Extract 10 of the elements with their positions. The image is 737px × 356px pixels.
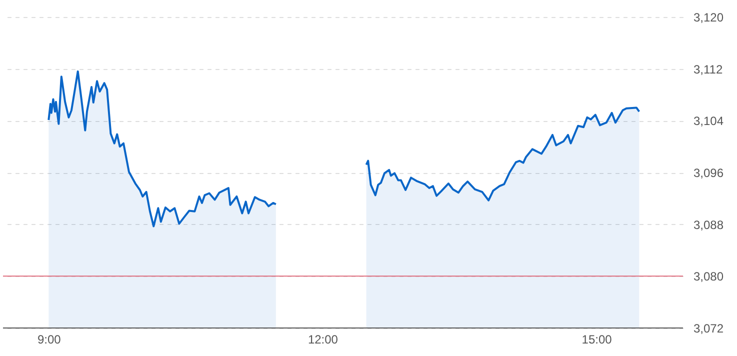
y-tick-label: 3,104 bbox=[694, 114, 724, 128]
y-tick-label: 3,088 bbox=[694, 218, 724, 232]
y-tick-label: 3,096 bbox=[694, 166, 724, 180]
x-tick-label: 9:00 bbox=[37, 332, 62, 346]
y-tick-label: 3,120 bbox=[694, 10, 724, 24]
y-tick-label: 3,072 bbox=[694, 322, 724, 336]
x-tick-label: 12:00 bbox=[308, 332, 338, 346]
y-tick-label: 3,080 bbox=[694, 270, 724, 284]
y-tick-label: 3,112 bbox=[694, 62, 723, 76]
x-tick-label: 15:00 bbox=[582, 332, 612, 346]
